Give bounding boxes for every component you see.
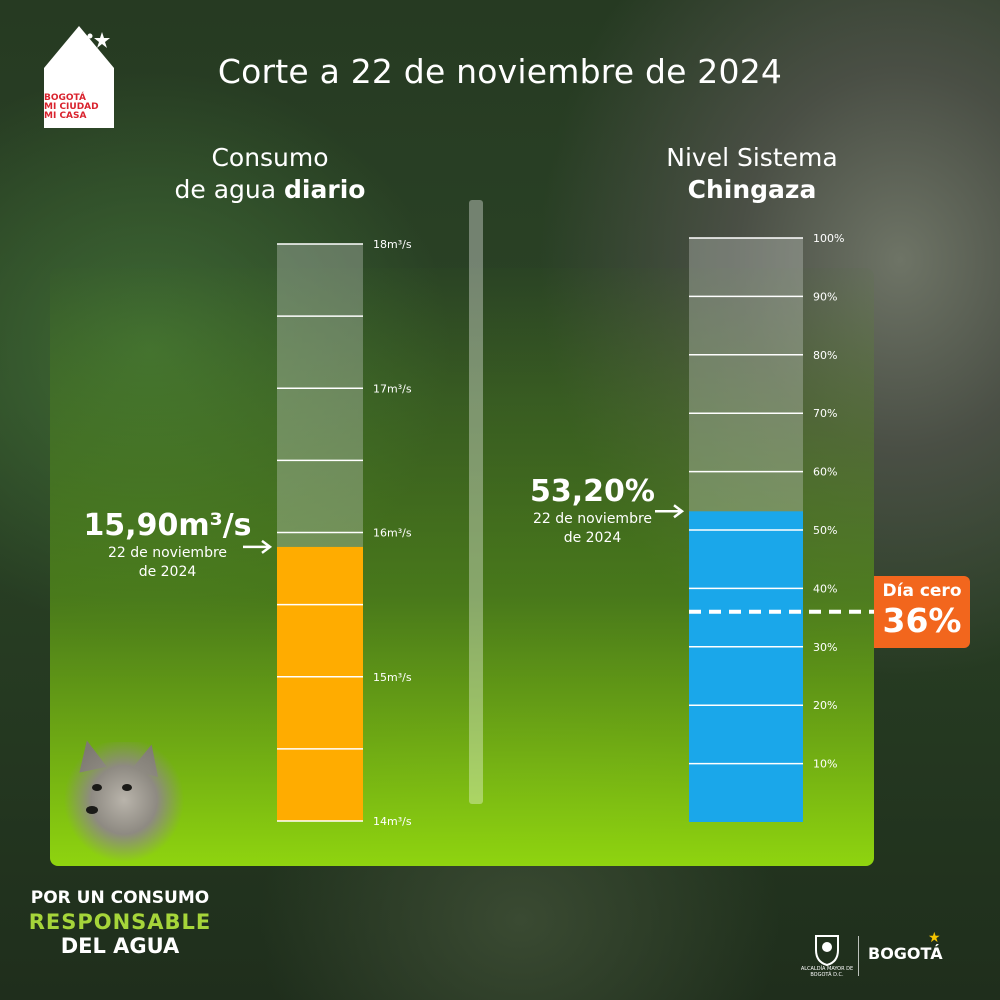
- slogan: POR UN CONSUMO RESPONSABLE DEL AGUA: [20, 886, 220, 958]
- chingaza-tick-label: 20%: [813, 699, 837, 712]
- chingaza-callout: 53,20% 22 de noviembre de 2024: [510, 474, 675, 548]
- consumption-title-regular: de agua: [174, 175, 285, 204]
- chingaza-chart: 10% 20% 30% 40% 50% 60% 70% 80% 90% 100%: [655, 232, 874, 822]
- chingaza-callout-date: 22 de noviembre de 2024: [532, 511, 653, 546]
- consumption-bar: [277, 546, 363, 821]
- chingaza-tick-label: 10%: [813, 758, 837, 771]
- chingaza-arrowhead-icon: [673, 504, 685, 519]
- logo-line: MI CASA: [44, 111, 87, 121]
- consumption-tick-label: 17m³/s: [373, 382, 412, 395]
- logo-line: BOGOTÁ: [44, 93, 86, 103]
- seal-text: ALCALDÍA MAYOR DE BOGOTÁ D.C.: [800, 966, 854, 978]
- chingaza-tick-label: 50%: [813, 524, 837, 537]
- consumption-chart: 14m³/s 15m³/s 16m³/s 17m³/s 18m³/s: [243, 238, 412, 828]
- page-title: Corte a 22 de noviembre de 2024: [217, 52, 783, 91]
- chingaza-title-bold: Chingaza: [687, 175, 817, 204]
- logo-line: MI CIUDAD: [44, 102, 99, 112]
- slogan-line3: DEL AGUA: [60, 934, 180, 958]
- consumption-callout: 15,90m³/s 22 de noviembre de 2024: [80, 508, 255, 582]
- consumption-title-line2: de agua diario: [140, 174, 400, 206]
- day-zero-badge: Día cero 36%: [874, 576, 970, 648]
- consumption-title: Consumo de agua diario: [140, 142, 400, 206]
- logo-text: BOGOTÁ MI CIUDAD MI CASA: [44, 94, 114, 121]
- chingaza-tick-label: 80%: [813, 349, 837, 362]
- center-divider: [469, 200, 483, 804]
- consumption-callout-date: 22 de noviembre de 2024: [107, 545, 228, 580]
- consumption-callout-value: 15,90m³/s: [83, 508, 252, 543]
- chingaza-tick-label: 70%: [813, 407, 837, 420]
- chingaza-tick-label: 100%: [813, 232, 844, 245]
- star-icon: ★: [928, 930, 941, 946]
- slogan-line2: RESPONSABLE: [28, 910, 212, 934]
- chingaza-title-line1: Nivel Sistema: [666, 143, 838, 172]
- slogan-line1: POR UN CONSUMO: [30, 888, 210, 908]
- consumption-tick-label: 16m³/s: [373, 527, 412, 540]
- consumption-title-bold: diario: [284, 175, 366, 204]
- consumption-arrowhead-icon: [261, 539, 273, 554]
- consumption-title-line1: Consumo: [211, 143, 329, 172]
- chingaza-bar: [689, 511, 803, 822]
- chingaza-tick-label: 90%: [813, 290, 837, 303]
- footer-divider: [858, 936, 859, 976]
- fox-eye-icon: [122, 784, 132, 791]
- fox-mascot-icon: [62, 742, 192, 866]
- fox-nose-icon: [86, 806, 98, 814]
- consumption-tick-label: 15m³/s: [373, 671, 412, 684]
- house-logo-icon: [44, 26, 114, 128]
- consumption-tick-label: 18m³/s: [373, 238, 412, 251]
- seal-icon: [815, 935, 839, 966]
- chingaza-callout-value: 53,20%: [530, 474, 655, 509]
- chingaza-tick-label: 40%: [813, 582, 837, 595]
- chingaza-tick-label: 60%: [813, 466, 837, 479]
- footer-brand: BOGOTÁ: [868, 944, 943, 963]
- day-zero-label: Día cero: [882, 581, 962, 601]
- chingaza-tick-label: 30%: [813, 641, 837, 654]
- chingaza-title-line2: Chingaza: [612, 174, 892, 206]
- day-zero-value: 36%: [882, 601, 962, 640]
- consumption-tick-label: 14m³/s: [373, 815, 412, 828]
- chingaza-title: Nivel Sistema Chingaza: [612, 142, 892, 206]
- fox-eye-icon: [92, 784, 102, 791]
